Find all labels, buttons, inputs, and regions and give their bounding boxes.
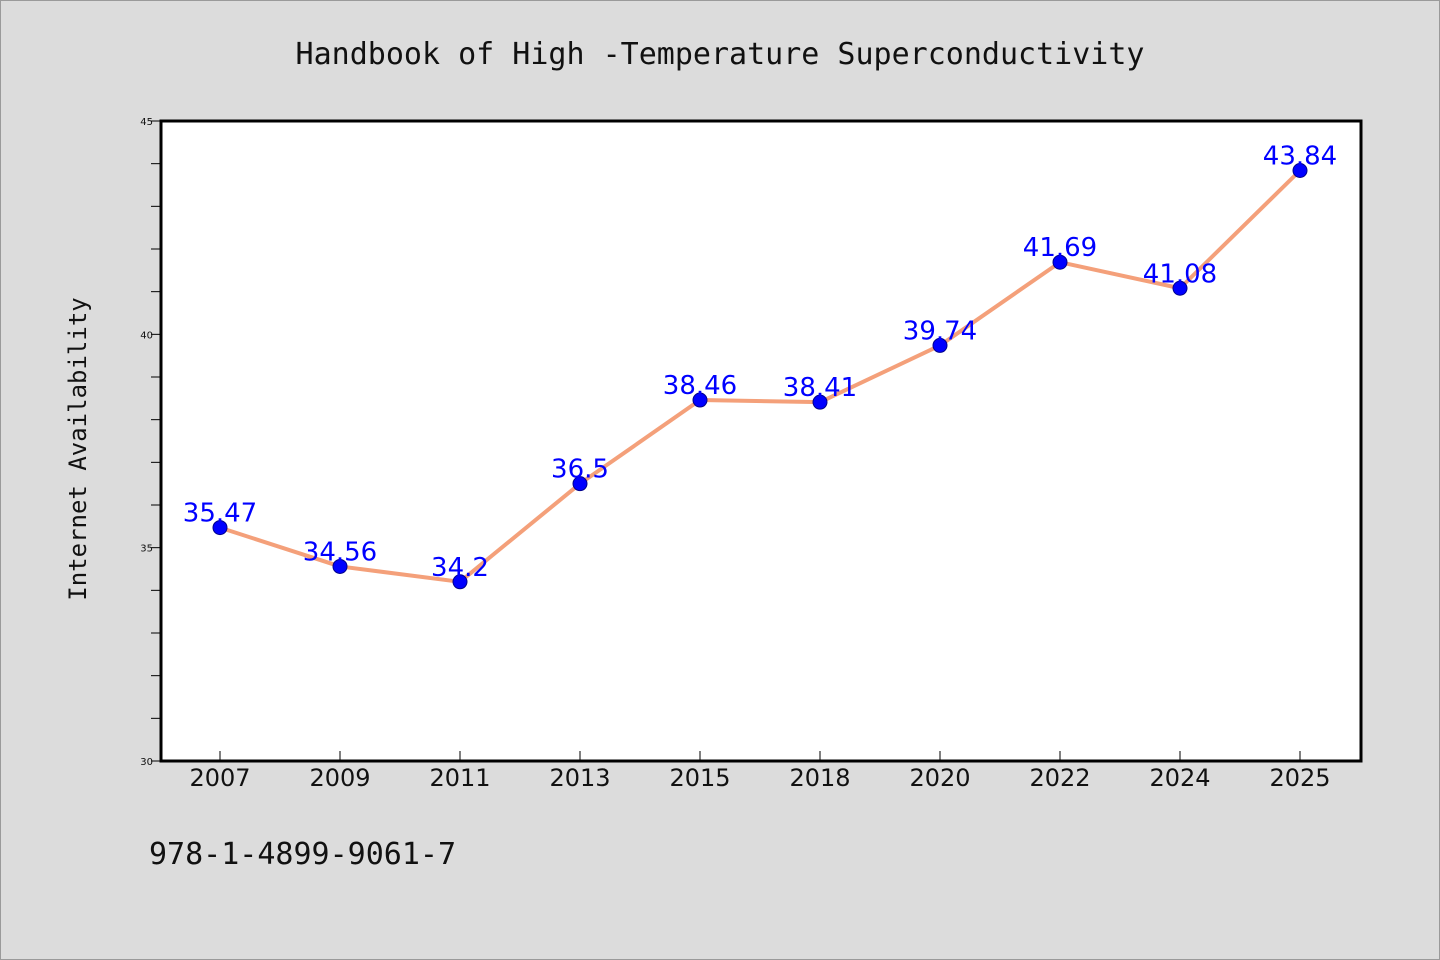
data-label: 39.74 [903, 316, 977, 346]
x-tick-label: 2022 [1029, 764, 1090, 792]
data-point-marker [1052, 254, 1068, 270]
plot-area: 30 35 40 45 2007 2009 2011 2013 2015 2018 2020 2022… [140, 117, 1363, 792]
y-tick-label: 40 [140, 330, 153, 341]
data-label: 34.2 [431, 553, 489, 583]
x-tick-label: 2018 [789, 764, 850, 792]
x-tick-label: 2020 [909, 764, 970, 792]
data-label: 41.08 [1143, 259, 1217, 289]
data-label: 38.46 [663, 371, 737, 401]
x-tick-label: 2013 [549, 764, 610, 792]
data-label: 41.69 [1023, 233, 1097, 263]
data-point-marker [692, 392, 708, 408]
y-axis-label: Internet Availability [64, 297, 92, 600]
data-point-marker [812, 394, 828, 410]
data-label: 36.5 [551, 455, 609, 485]
data-label: 43.84 [1263, 141, 1337, 171]
data-point-marker [572, 476, 588, 492]
data-point-marker [932, 337, 948, 353]
y-tick-label: 30 [140, 757, 153, 768]
isbn-footer: 978-1-4899-9061-7 [149, 837, 456, 872]
chart-title: Handbook of High -Temperature Supercondu… [296, 37, 1145, 72]
x-tick-label: 2025 [1269, 764, 1330, 792]
x-tick-label: 2011 [429, 764, 490, 792]
data-label: 38.41 [783, 373, 857, 403]
series-line [218, 168, 1302, 584]
data-label: 34.56 [303, 537, 377, 567]
data-point-marker [212, 520, 228, 536]
y-tick-label: 35 [140, 544, 153, 555]
x-tick-label: 2007 [189, 764, 250, 792]
data-point-marker [332, 558, 348, 574]
plot-frame [159, 119, 1363, 763]
x-tick-label: 2024 [1149, 764, 1210, 792]
data-point-marker [1172, 280, 1188, 296]
data-label: 35.47 [183, 499, 257, 529]
data-point-marker [452, 574, 468, 590]
x-tick-label: 2015 [669, 764, 730, 792]
x-tick-label: 2009 [309, 764, 370, 792]
data-point-marker [1292, 162, 1308, 178]
y-tick-label: 45 [140, 117, 153, 128]
